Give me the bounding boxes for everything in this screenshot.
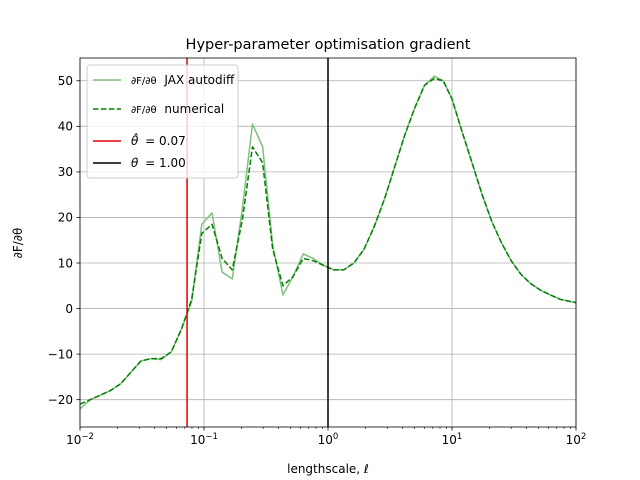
x-tick-base: 10: [566, 433, 581, 447]
x-tick-label: 102: [566, 432, 587, 447]
legend-frac-autodiff: ∂F/∂θ: [131, 76, 157, 87]
x-tick-exponent: −2: [81, 432, 94, 442]
x-tick-label: 100: [318, 432, 339, 447]
legend-symbol-theta-hat: θ̂: [131, 132, 139, 148]
x-tick-exponent: −1: [205, 432, 218, 442]
chart-title: Hyper-parameter optimisation gradient: [186, 37, 471, 53]
legend-value-theta-hat: = 0.07: [145, 134, 186, 148]
legend-value-theta: = 1.00: [145, 156, 186, 170]
y-axis-label: ∂F/∂θ: [11, 228, 25, 259]
x-tick-base: 10: [442, 433, 457, 447]
legend-label-autodiff: ∂F/∂θ JAX autodiff: [131, 73, 235, 87]
y-tick-label: 30: [58, 165, 73, 179]
legend-label-theta: θ = 1.00: [131, 156, 186, 170]
y-tick-label: 10: [58, 256, 73, 270]
legend-label-numerical: ∂F/∂θ numerical: [131, 102, 224, 116]
series-line-numerical: [79, 77, 577, 405]
y-tick-label: −20: [48, 393, 73, 407]
legend-label-theta-hat: θ̂ = 0.07: [131, 132, 186, 148]
y-tick-label: −10: [48, 347, 73, 361]
x-tick-base: 10: [318, 433, 333, 447]
legend: ∂F/∂θ JAX autodiff ∂F/∂θ numerical θ̂ = …: [86, 64, 239, 179]
x-tick-label: 101: [442, 432, 463, 447]
y-tick-label: 40: [58, 120, 73, 134]
x-axis-ticks: 10−2 10−1 100 101 102: [66, 427, 586, 447]
legend-rest-autodiff: JAX autodiff: [163, 73, 235, 87]
y-tick-label: 50: [58, 74, 73, 88]
legend-box: [86, 64, 239, 179]
x-tick-base: 10: [190, 433, 205, 447]
x-tick-exponent: 0: [333, 432, 338, 442]
y-axis-ticks: −20 −10 0 10 20 30 40 50: [48, 74, 80, 407]
y-tick-label: 20: [58, 211, 73, 225]
y-tick-label: 0: [65, 302, 73, 316]
legend-frac-numerical: ∂F/∂θ: [131, 105, 157, 116]
x-tick-exponent: 2: [581, 432, 586, 442]
legend-rest-numerical: numerical: [164, 102, 224, 116]
x-axis-label: lengthscale, ℓ: [287, 462, 369, 476]
legend-symbol-theta: θ: [131, 156, 139, 170]
x-tick-base: 10: [66, 433, 81, 447]
x-tick-label: 10−2: [66, 432, 94, 447]
series-layer: [79, 75, 577, 410]
x-tick-label: 10−1: [190, 432, 218, 447]
x-tick-exponent: 1: [457, 432, 462, 442]
